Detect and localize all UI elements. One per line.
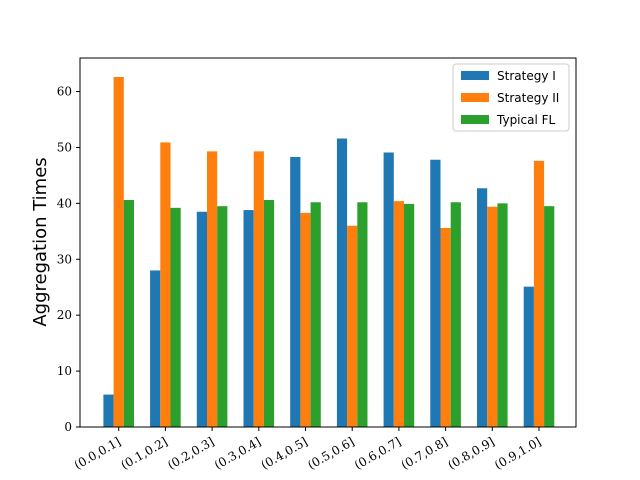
bar-typical-fl-3	[263, 200, 275, 427]
bar-typical-fl-9	[544, 206, 555, 427]
y-axis: 0 10 20 30 40 50 60	[57, 85, 80, 434]
bar-strategy-ii-2	[207, 151, 218, 427]
legend-label-1: Strategy II	[497, 91, 559, 105]
plot-frame	[79, 57, 577, 428]
legend-box	[452, 63, 570, 132]
legend-swatch-1	[461, 93, 489, 102]
bar-strategy-i-6	[383, 152, 394, 428]
bar-strategy-i-0	[103, 394, 114, 427]
x-tick-label-4: (0.4,0.5]	[259, 434, 310, 472]
bar-strategy-ii-1	[160, 142, 171, 428]
bars-layer	[103, 77, 555, 428]
x-tick-label-0: (0.0,0.1]	[72, 434, 123, 472]
x-tick-label-3: (0.3,0.4]	[212, 434, 263, 472]
bar-strategy-ii-6	[393, 201, 404, 427]
bar-strategy-ii-7	[440, 227, 451, 427]
bar-typical-fl-2	[217, 206, 228, 427]
bar-strategy-i-5	[336, 138, 348, 427]
x-tick-label-7: (0.7,0.8]	[399, 434, 450, 472]
bar-strategy-ii-5	[347, 225, 358, 427]
legend: Strategy I Strategy II Typical FL	[452, 63, 570, 132]
legend-label-0: Strategy I	[497, 69, 556, 83]
bar-strategy-ii-0	[113, 77, 124, 427]
x-tick-label-5: (0.5,0.6]	[305, 434, 356, 472]
bar-strategy-i-9	[523, 286, 534, 427]
x-tick-label-8: (0.8,0.9]	[445, 434, 496, 472]
y-axis-title: Aggregation Times	[30, 157, 51, 326]
bar-strategy-i-3	[243, 210, 254, 427]
legend-swatch-2	[461, 115, 489, 124]
bar-typical-fl-8	[497, 203, 508, 427]
bar-strategy-i-4	[290, 156, 301, 427]
bar-typical-fl-0	[123, 200, 134, 427]
y-tick-label-30: 30	[57, 252, 72, 266]
legend-label-2: Typical FL	[496, 113, 556, 127]
y-tick-label-60: 60	[57, 85, 72, 99]
y-tick-label-10: 10	[57, 364, 72, 378]
bar-typical-fl-1	[170, 207, 181, 427]
bar-strategy-i-8	[477, 188, 488, 427]
bar-strategy-i-7	[430, 159, 441, 427]
y-tick-label-50: 50	[57, 140, 72, 154]
bar-strategy-i-1	[150, 270, 161, 427]
y-tick-label-20: 20	[57, 308, 72, 322]
bar-typical-fl-6	[404, 203, 415, 427]
x-tick-label-2: (0.2,0.3]	[165, 434, 216, 472]
bar-typical-fl-5	[357, 202, 368, 427]
bar-typical-fl-4	[310, 202, 321, 427]
legend-swatch-0	[461, 71, 489, 80]
bar-strategy-ii-3	[253, 151, 264, 427]
x-axis: (0.0,0.1](0.1,0.2](0.2,0.3](0.3,0.4](0.4…	[72, 427, 544, 472]
x-tick-label-1: (0.1,0.2]	[118, 434, 169, 472]
x-tick-label-6: (0.6,0.7]	[352, 434, 403, 472]
bar-strategy-i-2	[196, 211, 207, 427]
bar-strategy-ii-8	[487, 206, 498, 427]
y-tick-label-0: 0	[64, 420, 72, 434]
bar-strategy-ii-4	[300, 212, 311, 427]
bar-typical-fl-7	[450, 202, 461, 427]
x-tick-label-9: (0.9,1.0]	[492, 434, 543, 472]
bar-strategy-ii-9	[533, 160, 545, 427]
y-tick-label-40: 40	[57, 196, 72, 210]
